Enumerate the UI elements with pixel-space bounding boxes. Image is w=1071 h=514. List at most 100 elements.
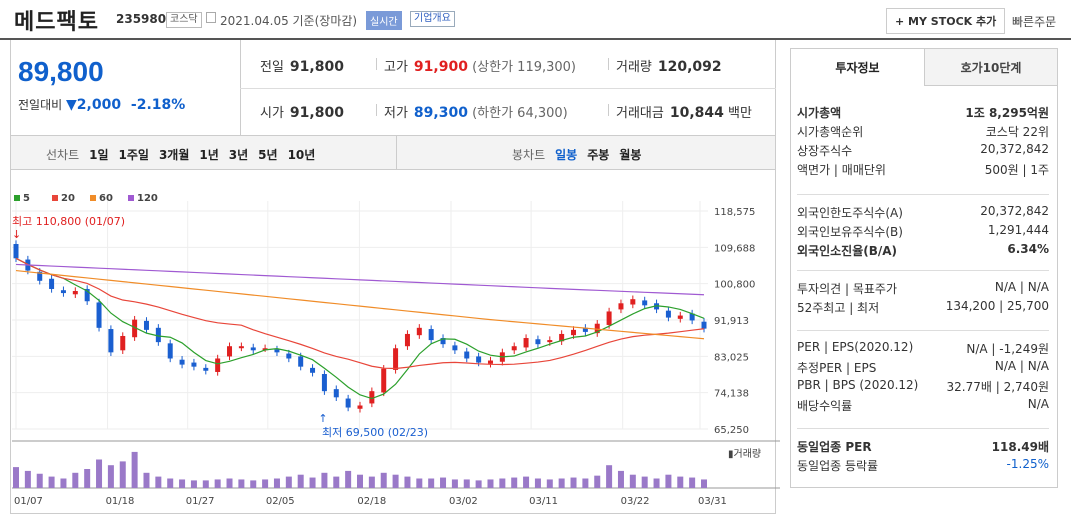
tab-5y[interactable]: 5년 xyxy=(258,148,278,162)
volume-bar xyxy=(653,478,660,488)
tab-10y[interactable]: 10년 xyxy=(287,148,316,162)
candle-body xyxy=(49,278,55,289)
tab-daily[interactable]: 일봉 xyxy=(555,148,578,162)
info-row: 외국인한도주식수(A) 20,372,842 xyxy=(797,204,1049,220)
tab-weekly[interactable]: 주봉 xyxy=(587,148,610,162)
candle-body xyxy=(250,347,256,351)
candle-body xyxy=(13,244,19,259)
candle-body xyxy=(535,339,541,345)
info-row: 외국인소진율(B/A) 6.34% xyxy=(797,242,1049,258)
candle-body xyxy=(547,340,553,343)
ma20-line xyxy=(15,257,705,370)
volume-bar xyxy=(345,470,352,488)
candle-body xyxy=(464,351,470,359)
y-tick-label: 65,250 xyxy=(714,425,749,436)
volume-bar xyxy=(96,459,103,488)
candle-body xyxy=(108,329,114,353)
x-tick-label: 01/07 xyxy=(14,496,43,507)
mystock-button[interactable]: + MY STOCK 추가 xyxy=(886,8,1006,34)
y-tick-label: 91,913 xyxy=(714,316,749,327)
candle-body xyxy=(487,360,493,364)
tab-invest-info[interactable]: 투자정보 xyxy=(791,49,924,85)
candle-body xyxy=(274,349,280,353)
volume-bar xyxy=(309,477,316,488)
candle-body xyxy=(298,356,304,367)
tab-3y[interactable]: 3년 xyxy=(228,148,249,162)
legend-label: 60 xyxy=(99,193,113,204)
volume-bar xyxy=(297,474,304,488)
volume-bar xyxy=(582,478,589,488)
candle-body xyxy=(523,338,529,348)
tab-1y[interactable]: 1년 xyxy=(199,148,219,162)
volume-bar xyxy=(511,477,518,488)
volume-bar xyxy=(321,472,328,488)
candle-body xyxy=(321,374,327,392)
candle-body xyxy=(357,405,363,409)
volume-bar xyxy=(238,479,245,488)
candle-body xyxy=(618,303,624,310)
high-note: 최고 110,800 (01/07) xyxy=(12,215,125,228)
candle-body xyxy=(227,346,233,357)
info-row: 외국인보유주식수(B) 1,291,444 xyxy=(797,223,1049,239)
info-row: PER | EPS(2020.12) N/A | -1,249원 xyxy=(797,340,1049,356)
info-row: 추정PER | EPS N/A | N/A xyxy=(797,359,1049,375)
volume-bar xyxy=(72,472,79,488)
volume-bar xyxy=(487,479,494,488)
volume-bar xyxy=(677,476,684,488)
volume-bar xyxy=(523,476,530,488)
quote-volume: 거래량 120,092 xyxy=(616,59,722,75)
overview-link[interactable]: 기업개요 xyxy=(410,11,455,27)
line-chart-tabs: 선차트 1일 1주일 3개월 1년 3년 5년 10년 xyxy=(46,146,315,163)
y-tick-label: 74,138 xyxy=(714,389,749,400)
x-tick-label: 03/02 xyxy=(449,496,478,507)
candle-body xyxy=(476,356,482,363)
volume-bar xyxy=(179,479,186,488)
tab-1d[interactable]: 1일 xyxy=(89,148,109,162)
candle-body xyxy=(701,321,707,329)
candle-body xyxy=(310,367,316,373)
volume-bar xyxy=(368,476,375,488)
candle-body xyxy=(677,315,683,319)
volume-bar xyxy=(546,479,553,488)
candle-body xyxy=(440,338,446,345)
volume-bar xyxy=(475,480,482,488)
volume-bar xyxy=(594,475,601,488)
candle-body xyxy=(642,300,648,306)
legend-swatch xyxy=(128,195,134,201)
tab-line-chart[interactable]: 선차트 xyxy=(46,148,80,162)
volume-bar xyxy=(273,478,280,488)
volume-bar xyxy=(333,476,340,488)
quote-low: 저가 89,300 (하한가 64,300) xyxy=(384,105,568,121)
candle-body xyxy=(582,327,588,332)
y-tick-label: 83,025 xyxy=(714,352,749,363)
high-arrow: ↓ xyxy=(12,228,21,241)
tab-1w[interactable]: 1주일 xyxy=(118,148,149,162)
realtime-badge[interactable]: 실시간 xyxy=(366,11,402,30)
candle-body xyxy=(120,335,126,351)
stock-code: 235980 xyxy=(116,12,167,26)
volume-bar xyxy=(48,476,55,488)
volume-bar xyxy=(416,478,423,488)
candle-body xyxy=(179,359,185,365)
x-tick-label: 03/31 xyxy=(698,496,727,507)
candle-body xyxy=(606,311,612,325)
tab-candle[interactable]: 봉차트 xyxy=(512,148,546,162)
volume-bar xyxy=(36,473,43,488)
x-tick-label: 02/18 xyxy=(357,496,386,507)
tab-orderbook[interactable]: 호가10단계 xyxy=(924,49,1057,86)
volume-bar xyxy=(463,479,470,488)
candle-body xyxy=(511,346,517,351)
info-row: 배당수익률 N/A xyxy=(797,397,1049,413)
quick-order-link[interactable]: 빠른주문 xyxy=(1012,15,1057,29)
market-badge: 코스닥 xyxy=(166,12,202,28)
volume-bar xyxy=(689,477,696,488)
volume-bar xyxy=(24,470,31,488)
volume-bar xyxy=(226,478,233,488)
price-change: 전일대비 ▼2,000 -2.18% xyxy=(18,97,186,113)
candle-body xyxy=(84,288,90,302)
quote-amount: 거래대금 10,844 백만 xyxy=(616,105,752,121)
volume-bar xyxy=(665,474,672,488)
tab-monthly[interactable]: 월봉 xyxy=(619,148,642,162)
tab-3m[interactable]: 3개월 xyxy=(158,148,190,162)
candle-body xyxy=(404,333,410,347)
